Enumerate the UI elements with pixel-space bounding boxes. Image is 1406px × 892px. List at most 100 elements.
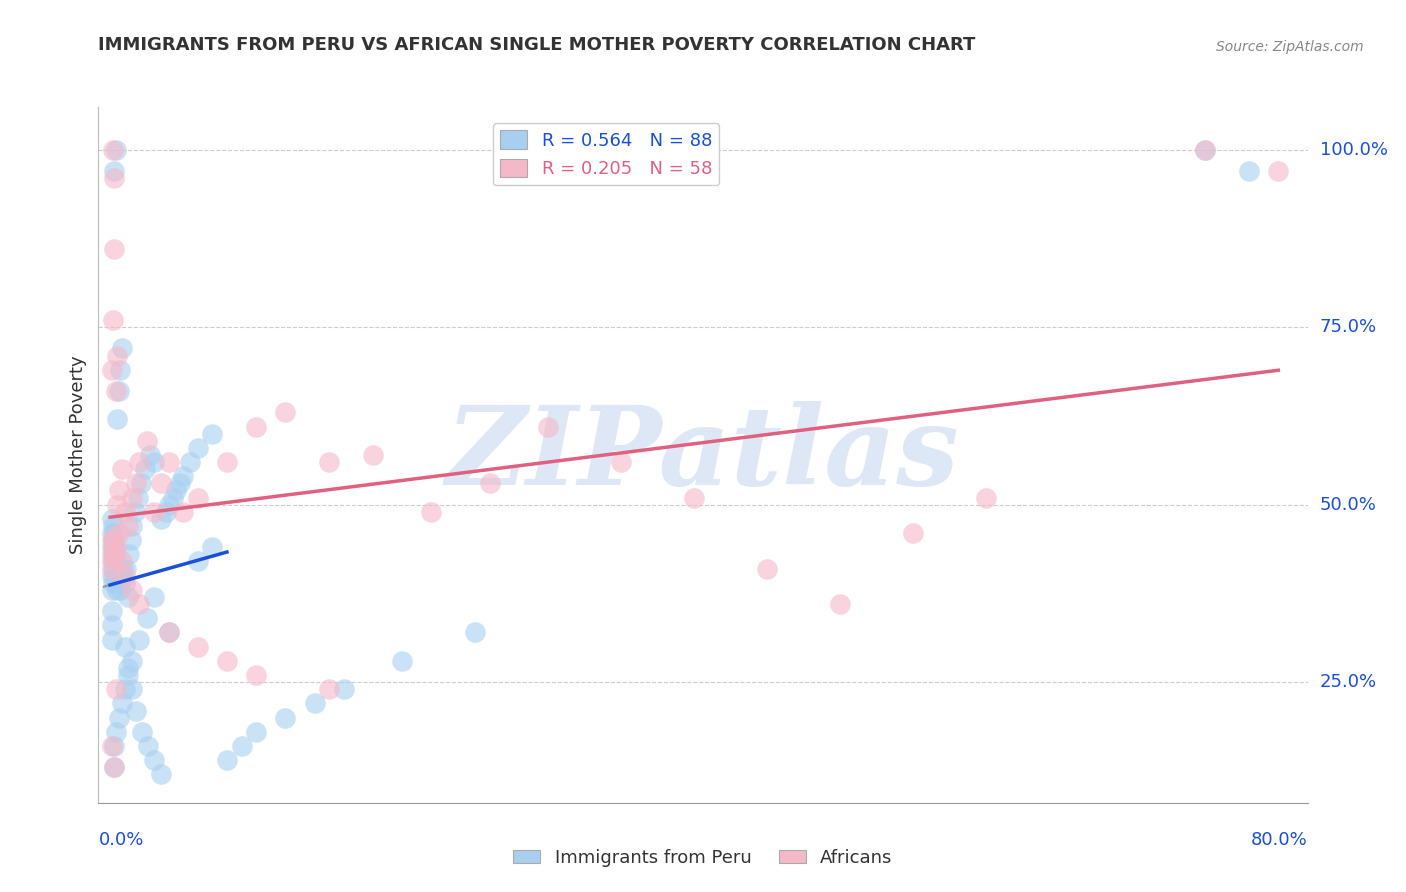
Point xyxy=(114,568,136,582)
Point xyxy=(103,171,125,186)
Point xyxy=(107,349,129,363)
Point xyxy=(245,724,267,739)
Point xyxy=(103,540,125,554)
Point xyxy=(124,505,146,519)
Point xyxy=(103,568,125,582)
Point xyxy=(101,540,124,554)
Point xyxy=(107,568,129,582)
Point xyxy=(103,526,125,541)
Point xyxy=(108,384,131,398)
Point xyxy=(245,668,267,682)
Text: 0.0%: 0.0% xyxy=(98,830,143,848)
Point xyxy=(155,505,177,519)
Point xyxy=(172,505,194,519)
Point xyxy=(128,632,150,647)
Point xyxy=(101,554,124,568)
Point xyxy=(100,526,122,541)
Point xyxy=(103,554,125,568)
Text: 80.0%: 80.0% xyxy=(1251,830,1308,848)
Point xyxy=(108,483,131,498)
Point xyxy=(100,512,122,526)
Point xyxy=(101,533,124,548)
Point xyxy=(478,476,501,491)
Point xyxy=(121,519,143,533)
Point xyxy=(111,342,134,356)
Point xyxy=(101,561,124,575)
Point xyxy=(135,611,157,625)
Point xyxy=(103,533,125,548)
Point xyxy=(187,640,209,654)
Text: 25.0%: 25.0% xyxy=(1320,673,1376,691)
Point xyxy=(111,462,134,476)
Point xyxy=(1267,164,1289,178)
Point xyxy=(274,405,297,419)
Point xyxy=(101,519,124,533)
Point xyxy=(114,640,136,654)
Point xyxy=(332,682,354,697)
Point xyxy=(104,540,127,554)
Point xyxy=(179,455,201,469)
Text: 75.0%: 75.0% xyxy=(1320,318,1376,336)
Point xyxy=(165,483,187,498)
Point xyxy=(100,582,122,597)
Point xyxy=(100,618,122,632)
Point xyxy=(108,710,131,724)
Point xyxy=(138,448,160,462)
Point xyxy=(142,455,165,469)
Point xyxy=(100,362,122,376)
Point xyxy=(150,767,173,781)
Point xyxy=(100,604,122,618)
Point xyxy=(128,455,150,469)
Point xyxy=(464,625,486,640)
Legend: R = 0.564   N = 88, R = 0.205   N = 58: R = 0.564 N = 88, R = 0.205 N = 58 xyxy=(494,123,720,186)
Point xyxy=(101,547,124,561)
Point xyxy=(169,476,191,491)
Point xyxy=(361,448,384,462)
Point xyxy=(112,561,135,575)
Point xyxy=(104,547,127,561)
Point xyxy=(111,697,134,711)
Point xyxy=(974,491,997,505)
Point xyxy=(157,625,180,640)
Point xyxy=(103,760,125,774)
Point xyxy=(100,739,122,753)
Point xyxy=(101,313,124,327)
Point xyxy=(610,455,633,469)
Point xyxy=(274,710,297,724)
Point xyxy=(100,568,122,582)
Point xyxy=(117,590,139,604)
Text: IMMIGRANTS FROM PERU VS AFRICAN SINGLE MOTHER POVERTY CORRELATION CHART: IMMIGRANTS FROM PERU VS AFRICAN SINGLE M… xyxy=(98,36,976,54)
Point xyxy=(110,362,132,376)
Point xyxy=(318,455,340,469)
Point xyxy=(107,498,129,512)
Point xyxy=(117,519,139,533)
Point xyxy=(128,597,150,611)
Point xyxy=(117,668,139,682)
Point xyxy=(101,143,124,157)
Point xyxy=(131,724,153,739)
Point xyxy=(121,654,143,668)
Point xyxy=(187,491,209,505)
Point xyxy=(111,568,134,582)
Point xyxy=(108,526,131,541)
Point xyxy=(215,753,238,767)
Point xyxy=(103,739,125,753)
Point xyxy=(129,476,152,491)
Point xyxy=(187,554,209,568)
Point xyxy=(127,491,149,505)
Point xyxy=(136,739,159,753)
Point xyxy=(142,590,165,604)
Point xyxy=(101,575,124,590)
Point xyxy=(100,632,122,647)
Point xyxy=(114,575,136,590)
Text: Source: ZipAtlas.com: Source: ZipAtlas.com xyxy=(1216,39,1364,54)
Point xyxy=(1194,143,1216,157)
Point xyxy=(103,760,125,774)
Point xyxy=(162,491,184,505)
Point xyxy=(104,724,127,739)
Point xyxy=(104,575,127,590)
Point xyxy=(103,547,125,561)
Point xyxy=(108,561,131,575)
Point xyxy=(318,682,340,697)
Point xyxy=(103,164,125,178)
